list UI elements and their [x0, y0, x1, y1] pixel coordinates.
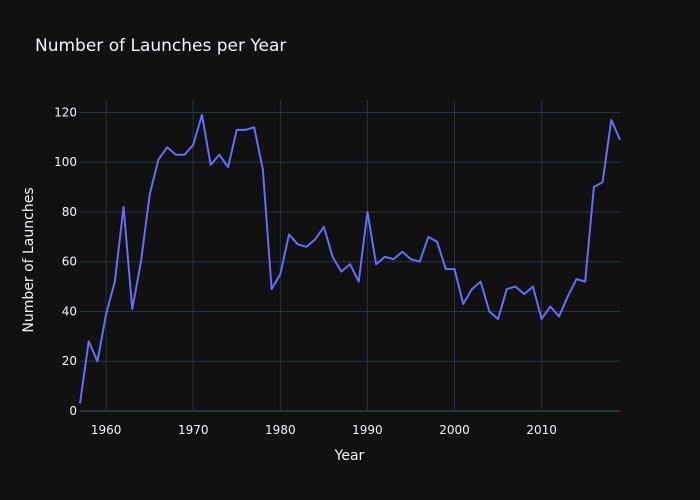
- x-tick-label: 1990: [352, 423, 383, 437]
- x-tick-label: 2010: [526, 423, 557, 437]
- y-tick-label: 60: [62, 255, 77, 269]
- y-tick-label: 0: [69, 404, 77, 418]
- grid-lines: [80, 100, 620, 412]
- y-axis-title: Number of Launches: [21, 187, 37, 332]
- y-tick-label: 120: [54, 105, 77, 119]
- x-tick-label: 1960: [91, 423, 122, 437]
- y-axis-ticks: 0 20 40 60 80 100 120: [54, 105, 77, 418]
- series-layer: [79, 113, 621, 404]
- chart-title: Number of Launches per Year: [35, 36, 286, 56]
- x-axis-title: Year: [334, 448, 365, 464]
- y-tick-label: 40: [62, 304, 77, 318]
- y-tick-label: 80: [62, 205, 77, 219]
- y-tick-label: 100: [54, 155, 77, 169]
- x-tick-label: 2000: [439, 423, 470, 437]
- x-axis-ticks: 1960 1970 1980 1990 2000 2010: [91, 423, 557, 437]
- x-tick-label: 1970: [178, 423, 209, 437]
- series-line: [79, 113, 621, 404]
- y-tick-label: 20: [62, 354, 77, 368]
- x-tick-label: 1980: [265, 423, 296, 437]
